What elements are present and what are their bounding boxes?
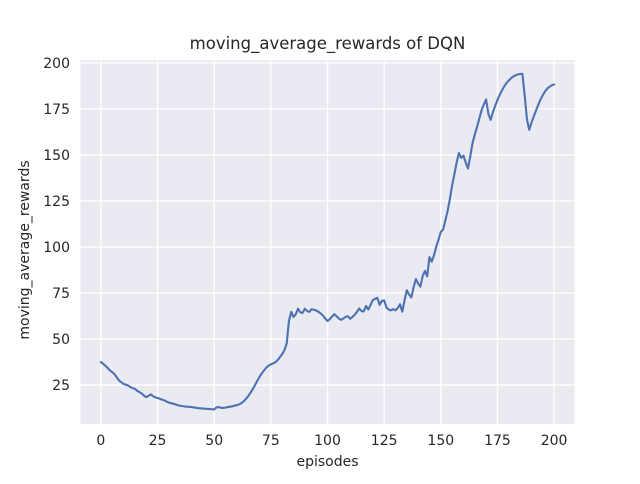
x-tick-label: 125: [371, 433, 398, 449]
y-tick-label: 75: [52, 286, 70, 302]
x-tick-label: 100: [314, 433, 341, 449]
chart-title: moving_average_rewards of DQN: [190, 34, 466, 54]
y-tick-label: 125: [43, 194, 70, 210]
x-tick-label: 0: [96, 433, 105, 449]
x-tick-label: 150: [427, 433, 454, 449]
y-tick-label: 200: [43, 56, 70, 72]
y-axis-label: moving_average_rewards: [17, 160, 33, 339]
x-tick-label: 50: [205, 433, 223, 449]
x-tick-label: 200: [541, 433, 568, 449]
gridlines: [80, 60, 575, 424]
y-tick-label: 175: [43, 102, 70, 118]
x-tick-label: 25: [149, 433, 167, 449]
dqn-series-line: [99, 72, 556, 411]
x-tick-labels: 0 25 50 75 100 125 150 175 200: [96, 433, 567, 449]
y-tick-label: 50: [52, 332, 70, 348]
y-tick-labels: 25 50 75 100 125 150 175 200: [43, 56, 70, 394]
y-tick-label: 100: [43, 240, 70, 256]
x-tick-label: 75: [262, 433, 280, 449]
x-axis-label: episodes: [296, 454, 358, 470]
y-tick-label: 150: [43, 148, 70, 164]
x-tick-label: 175: [484, 433, 511, 449]
y-tick-label: 25: [52, 378, 70, 394]
